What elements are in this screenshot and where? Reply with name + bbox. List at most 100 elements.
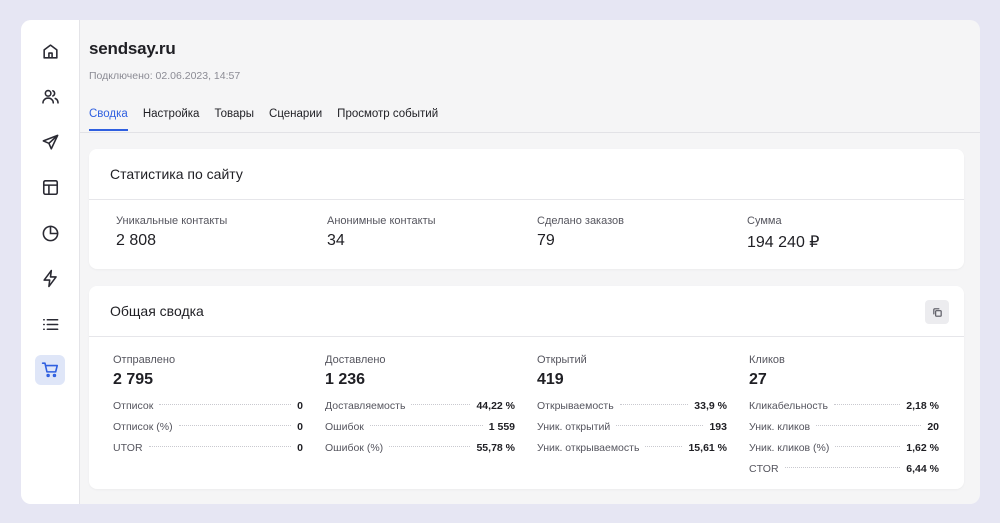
metric-value: 193	[709, 421, 727, 433]
stat-orders: Сделано заказов 79	[537, 215, 624, 250]
sidebar-item-contacts[interactable]	[35, 82, 65, 112]
sidebar-item-campaigns[interactable]	[35, 127, 65, 157]
metric-value: 55,78 %	[476, 442, 515, 454]
metric-row: Открываемость 33,9 %	[537, 396, 727, 417]
copy-icon	[932, 307, 942, 317]
metric-row: Уник. кликов 20	[749, 417, 939, 438]
stat-label: Анонимные контакты	[327, 215, 436, 227]
metric-row: Уник. открытий 193	[537, 417, 727, 438]
users-icon	[41, 89, 59, 104]
summary-col-sent: Отправлено 2 795 Отписок 0 Отписок (%) 0 U…	[113, 354, 303, 459]
tabs-divider	[80, 132, 980, 133]
metric-row: Ошибок 1 559	[325, 417, 515, 438]
metric-label: Доставляемость	[325, 400, 406, 412]
metric-value: 2,18 %	[906, 400, 939, 412]
metric-row: Уник. кликов (%) 1,62 %	[749, 438, 939, 459]
metric-value: 44,22 %	[476, 400, 515, 412]
metric-row: UTOR 0	[113, 438, 303, 459]
stat-unique-contacts: Уникальные контакты 2 808	[116, 215, 227, 250]
col-value: 419	[537, 371, 564, 388]
metric-label: Уник. кликов (%)	[749, 442, 830, 454]
sidebar-item-templates[interactable]	[35, 173, 65, 203]
lightning-icon	[42, 269, 57, 288]
tab-summary[interactable]: Сводка	[89, 108, 128, 131]
metric-label: Кликабельность	[749, 400, 828, 412]
stat-label: Сумма	[747, 215, 782, 227]
leader-dots	[616, 425, 704, 426]
sidebar-item-home[interactable]	[35, 36, 65, 66]
metric-row: Уник. открываемость 15,61 %	[537, 438, 727, 459]
col-value: 2 795	[113, 371, 154, 388]
metric-value: 1,62 %	[906, 442, 939, 454]
summary-col-opens: Открытий 419 Открываемость 33,9 % Уник. о…	[537, 354, 727, 459]
copy-button[interactable]	[925, 300, 949, 324]
cart-icon	[41, 362, 58, 378]
metric-label: Уник. открытий	[537, 421, 611, 433]
stat-label: Сделано заказов	[537, 215, 624, 227]
metric-row: Отписок 0	[113, 396, 303, 417]
metric-label: Ошибок	[325, 421, 364, 433]
leader-dots	[178, 425, 292, 426]
metric-label: CTOR	[749, 463, 779, 475]
leader-dots	[411, 404, 471, 405]
tab-settings[interactable]: Настройка	[142, 108, 200, 120]
metric-value: 0	[297, 400, 303, 412]
stat-value: 79	[537, 232, 555, 249]
metric-label: UTOR	[113, 442, 143, 454]
metric-label: Открываемость	[537, 400, 614, 412]
tab-events[interactable]: Просмотр событий	[337, 108, 439, 120]
summary-title: Общая сводка	[89, 286, 964, 337]
leader-dots	[369, 425, 483, 426]
app-window: sendsay.ru Подключено: 02.06.2023, 14:57…	[21, 20, 980, 504]
col-label: Открытий	[537, 354, 587, 366]
tab-products[interactable]: Товары	[214, 108, 255, 120]
leader-dots	[159, 404, 292, 405]
metric-label: Ошибок (%)	[325, 442, 384, 454]
metric-value: 15,61 %	[688, 442, 727, 454]
metric-value: 1 559	[488, 421, 515, 433]
pie-chart-icon	[42, 225, 58, 241]
leader-dots	[833, 404, 901, 405]
leader-dots	[389, 446, 471, 447]
tab-bar: Сводка Настройка Товары Сценарии Просмот…	[89, 108, 438, 131]
send-icon	[42, 134, 58, 150]
sidebar-item-ecommerce[interactable]	[35, 354, 65, 385]
metric-label: Отписок (%)	[113, 421, 173, 433]
stat-value: 2 808	[116, 232, 157, 249]
sidebar-item-lists[interactable]	[35, 309, 65, 339]
leader-dots	[835, 446, 901, 447]
col-label: Отправлено	[113, 354, 176, 366]
stat-sum: Сумма 194 240 ₽	[747, 215, 819, 252]
metric-row: Отписок (%) 0	[113, 417, 303, 438]
leader-dots	[645, 446, 683, 447]
sidebar	[21, 20, 80, 504]
col-value: 1 236	[325, 371, 366, 388]
leader-dots	[816, 425, 922, 426]
summary-col-clicks: Кликов 27 Кликабельность 2,18 % Уник. кли…	[749, 354, 939, 480]
col-label: Кликов	[749, 354, 785, 366]
metric-row: Доставляемость 44,22 %	[325, 396, 515, 417]
col-label: Доставлено	[325, 354, 386, 366]
sidebar-item-analytics[interactable]	[35, 218, 65, 248]
site-stats-card: Статистика по сайту Уникальные контакты …	[89, 149, 964, 269]
metric-label: Уник. открываемость	[537, 442, 640, 454]
metric-row: Кликабельность 2,18 %	[749, 396, 939, 417]
leader-dots	[148, 446, 292, 447]
leader-dots	[784, 467, 901, 468]
stat-anonymous-contacts: Анонимные контакты 34	[327, 215, 436, 250]
stat-value: 34	[327, 232, 345, 249]
home-icon	[42, 43, 58, 59]
list-icon	[42, 318, 58, 330]
connected-timestamp: Подключено: 02.06.2023, 14:57	[89, 70, 241, 82]
metric-label: Отписок	[113, 400, 154, 412]
stat-value: 194 240 ₽	[747, 234, 820, 251]
tab-scenarios[interactable]: Сценарии	[269, 108, 323, 120]
sidebar-item-automation[interactable]	[35, 264, 65, 294]
metric-value: 0	[297, 442, 303, 454]
summary-card: Общая сводка Отправлено 2 795 Отписок 0 О…	[89, 286, 964, 489]
metric-value: 33,9 %	[694, 400, 727, 412]
layout-icon	[42, 179, 58, 196]
leader-dots	[619, 404, 689, 405]
site-stats-title: Статистика по сайту	[89, 149, 964, 200]
metric-label: Уник. кликов	[749, 421, 811, 433]
